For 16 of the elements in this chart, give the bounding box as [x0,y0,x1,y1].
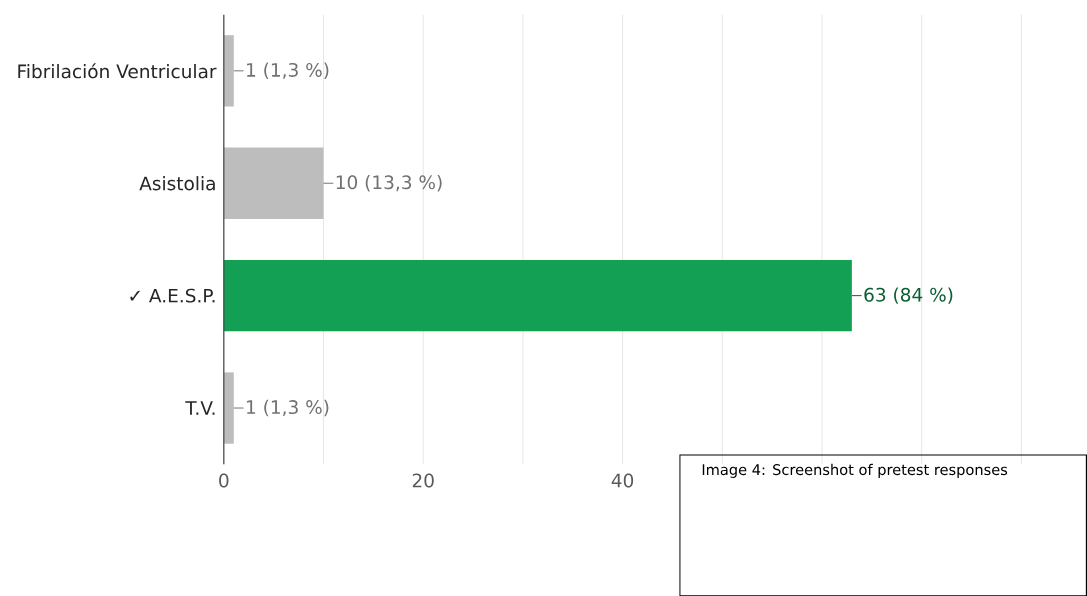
bar [223,372,234,444]
data-label: 10 (13,3 %) [336,174,442,192]
bar [223,34,234,107]
bar [223,147,324,219]
data-label: 63 (84 %) [864,287,953,304]
annotation: Image 4: Screenshot of pretest responses [702,463,1008,478]
y-tick-label: Asistolia [139,175,215,191]
y-tick-label: T.V. [185,401,215,415]
bar [223,259,852,332]
y-tick-label: ✓ A.E.S.P. [130,288,215,303]
data-label: 1 (1,3 %) [247,399,329,417]
data-label: 1 (1,3 %) [247,62,329,79]
x-tick-label: 20 [412,473,434,488]
y-tick-label: Fibrilación Ventricular [18,63,217,79]
x-tick-label: 0 [219,473,229,488]
x-tick-label: 40 [611,473,634,488]
